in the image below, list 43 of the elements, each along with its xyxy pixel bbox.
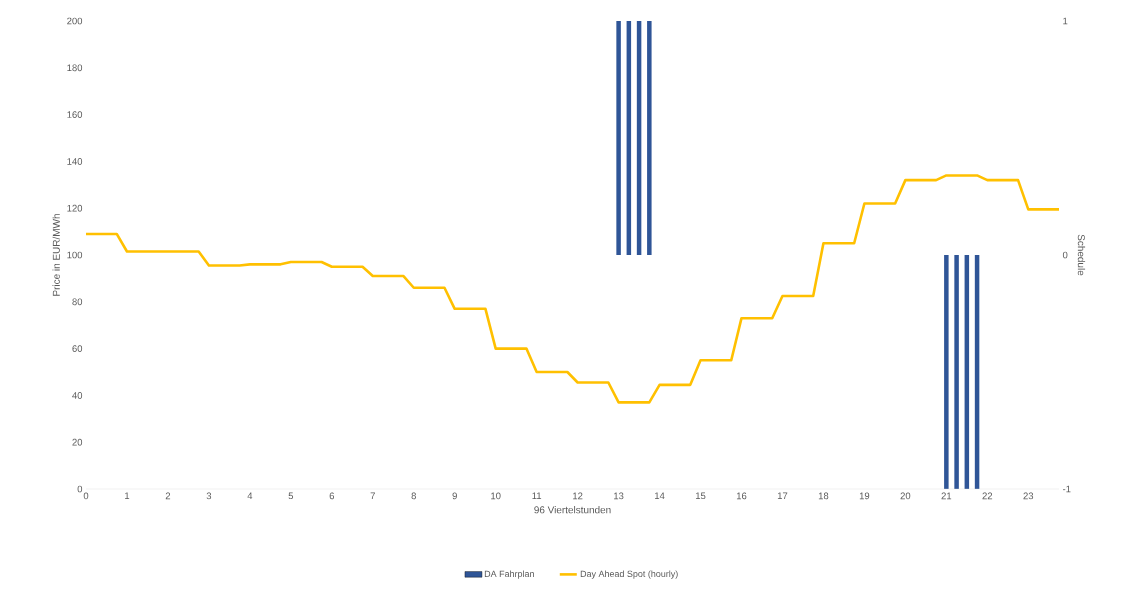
x-axis-title: 96 Viertelstunden [534, 506, 611, 514]
x-tick-label: 0 [83, 492, 89, 500]
x-tick-label: 3 [206, 492, 212, 500]
x-tick-label: 11 [532, 492, 542, 500]
x-tick-label: 19 [859, 492, 870, 500]
x-tick-label: 14 [655, 492, 665, 500]
x-tick-label: 18 [818, 492, 829, 500]
y2-tick-label: 0 [1062, 251, 1068, 259]
y-tick-label: 40 [72, 392, 83, 399]
x-tick-label: 13 [614, 492, 624, 500]
y2-tick-label: 1 [1063, 17, 1068, 25]
x-tick-label: 7 [370, 492, 375, 500]
y-tick-label: 80 [72, 298, 83, 306]
x-tick-label: 17 [777, 492, 788, 500]
x-tick-label: 16 [736, 492, 747, 500]
y2-axis-title: Schedule [1077, 234, 1086, 276]
y-tick-label: 20 [72, 438, 83, 446]
y-tick-label: 60 [72, 345, 83, 352]
x-tick-label: 9 [452, 492, 457, 500]
legend-label: Day Ahead Spot (hourly) [580, 570, 678, 579]
x-tick-label: 12 [573, 492, 583, 500]
x-tick-label: 8 [411, 492, 416, 500]
y2-tick-label: -1 [1062, 485, 1071, 493]
x-tick-label: 5 [288, 492, 294, 500]
y-tick-label: 100 [67, 251, 83, 259]
y-tick-label: 140 [67, 158, 83, 165]
y-tick-label: 160 [67, 111, 83, 118]
x-tick-label: 4 [247, 492, 253, 500]
x-tick-label: 21 [941, 492, 952, 500]
legend-label: DA Fahrplan [484, 570, 534, 579]
x-tick-label: 23 [1023, 492, 1034, 500]
x-tick-label: 22 [982, 492, 993, 500]
x-tick-label: 15 [695, 492, 706, 500]
x-tick-label: 2 [165, 492, 171, 500]
y-tick-label: 120 [67, 204, 83, 212]
y-tick-label: 0 [77, 485, 83, 493]
y-axis-title: Price in EUR/MWh [52, 214, 60, 296]
x-tick-label: 20 [900, 492, 911, 500]
x-tick-label: 10 [491, 492, 501, 500]
x-tick-label: 6 [329, 492, 335, 500]
y-tick-label: 200 [67, 17, 83, 25]
x-tick-label: 1 [125, 492, 130, 500]
y-tick-label: 180 [67, 64, 83, 72]
